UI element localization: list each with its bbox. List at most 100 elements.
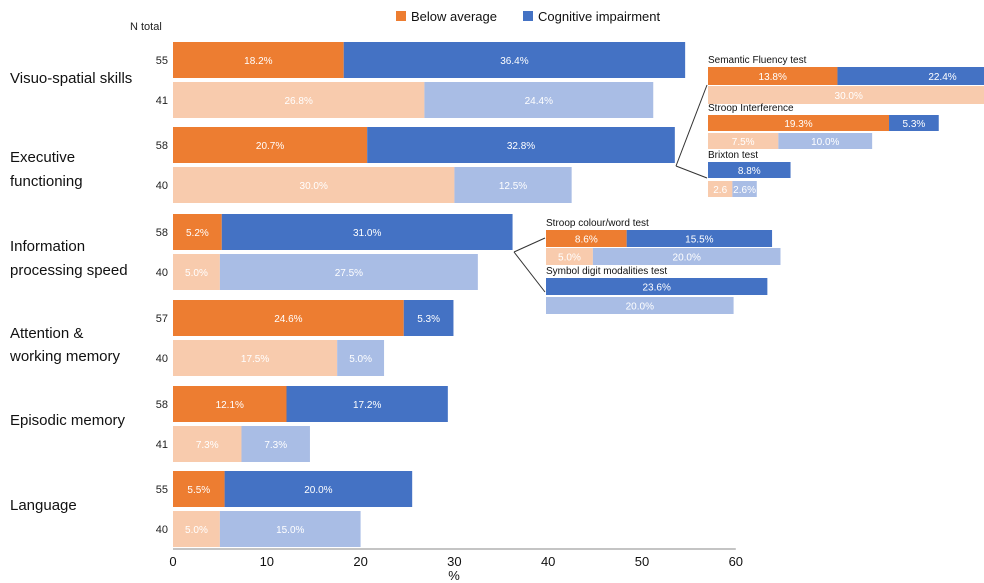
- n-total-value: 58: [156, 140, 168, 152]
- domain-label: Executive: [10, 149, 75, 166]
- domain-label: Episodic memory: [10, 412, 126, 429]
- inset-bar-label-below-average: 8.6%: [575, 235, 598, 246]
- bar-label-below-average: 5.2%: [186, 228, 209, 239]
- bar-label-cognitive-impairment: 32.8%: [507, 141, 535, 152]
- inset-bar-below-average: [546, 248, 593, 265]
- inset-bar-below-average: [546, 230, 627, 247]
- inset-bar-cognitive-impairment: [837, 67, 984, 85]
- inset-title: Stroop colour/word test: [546, 218, 649, 229]
- inset-bar-label-cognitive-impairment: 20.0%: [673, 253, 701, 264]
- x-axis-title: %: [448, 568, 460, 583]
- inset-title: Stroop Interference: [708, 103, 794, 114]
- connector-line: [513, 237, 546, 253]
- inset-bar-label-below-average: 7.5%: [732, 137, 755, 148]
- bar-label-cognitive-impairment: 7.3%: [264, 440, 287, 451]
- inset-bar-cognitive-impairment: [732, 181, 757, 197]
- bar-below-average: [173, 386, 287, 422]
- x-tick-label: 60: [729, 554, 743, 569]
- legend-swatch-below-average: [396, 11, 406, 21]
- inset-bar-below-average: [708, 67, 838, 85]
- inset-bar-label-cognitive-impairment: 20.0%: [626, 302, 654, 313]
- n-total-value: 40: [156, 267, 168, 279]
- bar-label-cognitive-impairment: 20.0%: [304, 485, 332, 496]
- inset-bar-cognitive-impairment: [778, 133, 873, 149]
- inset-title: Brixton test: [708, 150, 758, 161]
- n-total-value: 40: [156, 524, 168, 536]
- bar-below-average: [173, 340, 338, 376]
- n-total-value: 41: [156, 95, 168, 107]
- bar-label-cognitive-impairment: 12.5%: [499, 181, 527, 192]
- bar-label-below-average: 7.3%: [196, 440, 219, 451]
- connector-line: [513, 251, 546, 293]
- connector-line: [675, 165, 708, 179]
- inset-bar-below-average: [708, 115, 890, 131]
- bar-below-average: [173, 127, 368, 163]
- bar-cognitive-impairment: [343, 42, 686, 78]
- connector-line: [675, 84, 708, 167]
- n-total-value: 55: [156, 55, 168, 67]
- bar-below-average: [173, 300, 404, 336]
- bar-cognitive-impairment: [224, 471, 413, 507]
- bar-label-below-average: 20.7%: [256, 141, 284, 152]
- inset-bar-cognitive-impairment: [592, 248, 781, 265]
- bar-label-cognitive-impairment: 24.4%: [525, 96, 553, 107]
- x-tick-label: 30: [447, 554, 461, 569]
- inset-bar-cognitive-impairment: [626, 230, 773, 247]
- n-total-value: 57: [156, 313, 168, 325]
- inset-title: Symbol digit modalities test: [546, 266, 667, 277]
- bar-below-average: [173, 214, 222, 250]
- inset-bar-label-below-average: 5.0%: [558, 253, 581, 264]
- inset-bar-label-below-average: 19.3%: [784, 119, 812, 130]
- n-total-value: 40: [156, 180, 168, 192]
- bar-label-cognitive-impairment: 17.2%: [353, 400, 381, 411]
- bar-below-average: [173, 426, 242, 462]
- inset-bar-label-below-average: 13.8%: [759, 72, 787, 83]
- bar-label-cognitive-impairment: 36.4%: [500, 56, 528, 67]
- inset-bar-label-cognitive-impairment: 8.8%: [738, 166, 761, 177]
- x-tick-label: 50: [635, 554, 649, 569]
- inset-bar-label-below-average: 30.0%: [835, 91, 863, 102]
- inset-bar-label-cognitive-impairment: 22.4%: [928, 72, 956, 83]
- bar-cognitive-impairment: [221, 214, 513, 250]
- bar-below-average: [173, 42, 344, 78]
- inset-bar-label-below-average: 2.6: [713, 185, 727, 196]
- x-tick-label: 20: [353, 554, 367, 569]
- n-total-value: 58: [156, 399, 168, 411]
- bar-label-below-average: 5.5%: [187, 485, 210, 496]
- bar-label-below-average: 5.0%: [185, 268, 208, 279]
- bar-label-cognitive-impairment: 5.3%: [417, 314, 440, 325]
- domain-label: functioning: [10, 173, 83, 190]
- inset-bar-label-cognitive-impairment: 5.3%: [902, 119, 925, 130]
- legend-label-cognitive-impairment: Cognitive impairment: [538, 9, 660, 24]
- bar-cognitive-impairment: [241, 426, 310, 462]
- bar-cognitive-impairment: [337, 340, 385, 376]
- bar-label-cognitive-impairment: 27.5%: [335, 268, 363, 279]
- bar-label-below-average: 24.6%: [274, 314, 302, 325]
- bar-cognitive-impairment: [286, 386, 448, 422]
- x-tick-label: 40: [541, 554, 555, 569]
- n-total-value: 40: [156, 353, 168, 365]
- inset-bar-label-cognitive-impairment: 23.6%: [643, 283, 671, 294]
- bar-below-average: [173, 471, 225, 507]
- domain-label: Visuo-spatial skills: [10, 70, 132, 87]
- bar-label-cognitive-impairment: 5.0%: [349, 354, 372, 365]
- legend-label-below-average: Below average: [411, 9, 497, 24]
- bar-cognitive-impairment: [403, 300, 454, 336]
- inset-bar-label-cognitive-impairment: 2.6%: [733, 185, 756, 196]
- bar-label-cognitive-impairment: 31.0%: [353, 228, 381, 239]
- inset-bar-cognitive-impairment: [546, 297, 734, 314]
- inset-bar-below-average: [708, 133, 779, 149]
- bar-cognitive-impairment: [454, 167, 572, 203]
- domain-label: processing speed: [10, 262, 128, 279]
- n-total-value: 41: [156, 439, 168, 451]
- inset-bar-cognitive-impairment: [708, 162, 791, 178]
- bar-below-average: [173, 511, 220, 547]
- inset-bar-cognitive-impairment: [889, 115, 939, 131]
- domain-label: Language: [10, 497, 77, 514]
- bar-label-cognitive-impairment: 15.0%: [276, 525, 304, 536]
- legend-swatch-cognitive-impairment: [523, 11, 533, 21]
- domain-label: working memory: [9, 348, 121, 365]
- x-tick-label: 10: [260, 554, 274, 569]
- x-tick-label: 0: [169, 554, 176, 569]
